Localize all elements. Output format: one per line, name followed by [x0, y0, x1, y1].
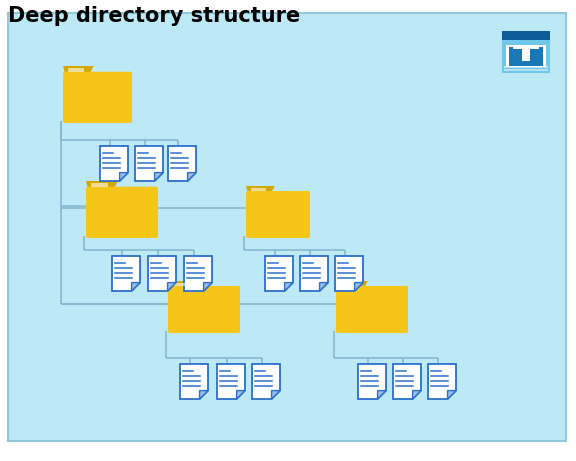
Bar [502, 31, 550, 73]
Polygon shape [168, 281, 200, 288]
FancyBboxPatch shape [86, 187, 158, 238]
Polygon shape [358, 364, 386, 399]
Polygon shape [252, 364, 280, 399]
Bar [68, 68, 84, 72]
FancyBboxPatch shape [168, 286, 240, 333]
Polygon shape [168, 283, 176, 291]
Polygon shape [272, 390, 280, 399]
Polygon shape [131, 283, 140, 291]
Polygon shape [188, 172, 196, 181]
FancyBboxPatch shape [336, 286, 408, 333]
Bar [509, 47, 543, 66]
Bar [513, 47, 539, 61]
Polygon shape [335, 256, 363, 291]
Polygon shape [180, 364, 208, 399]
Polygon shape [120, 172, 128, 181]
Polygon shape [112, 256, 140, 291]
Polygon shape [168, 146, 196, 181]
Bar [504, 69, 548, 71]
FancyBboxPatch shape [246, 191, 310, 238]
Bar [173, 283, 190, 286]
Bar [504, 66, 548, 68]
Bar [511, 49, 522, 64]
Polygon shape [300, 256, 328, 291]
Polygon shape [135, 146, 163, 181]
Polygon shape [428, 364, 456, 399]
Polygon shape [448, 390, 456, 399]
Bar [251, 188, 266, 191]
Polygon shape [203, 283, 212, 291]
Polygon shape [265, 256, 293, 291]
Bar [341, 283, 358, 286]
Polygon shape [148, 256, 176, 291]
Polygon shape [184, 256, 212, 291]
Polygon shape [100, 146, 128, 181]
FancyBboxPatch shape [63, 72, 132, 123]
Bar [530, 49, 541, 64]
Polygon shape [393, 364, 421, 399]
Polygon shape [86, 181, 118, 189]
Polygon shape [355, 283, 363, 291]
Bar [91, 183, 108, 187]
Polygon shape [63, 66, 94, 74]
Polygon shape [336, 281, 368, 288]
Polygon shape [320, 283, 328, 291]
Polygon shape [246, 186, 275, 193]
Polygon shape [217, 364, 245, 399]
Bar [502, 31, 550, 40]
Polygon shape [412, 390, 421, 399]
Bar [506, 45, 546, 67]
Polygon shape [154, 172, 163, 181]
Polygon shape [237, 390, 245, 399]
Polygon shape [200, 390, 208, 399]
Polygon shape [285, 283, 293, 291]
Text: Deep directory structure: Deep directory structure [8, 6, 300, 26]
Polygon shape [378, 390, 386, 399]
